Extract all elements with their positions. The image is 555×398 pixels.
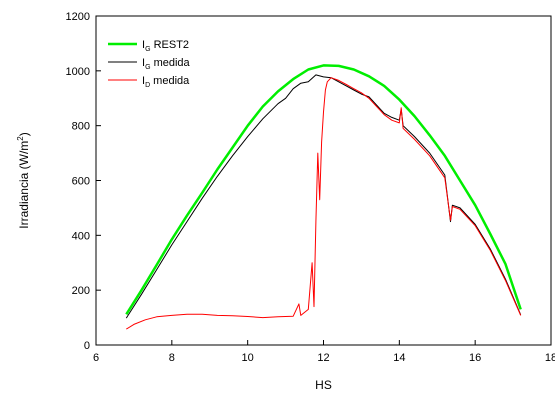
- y-axis-title-sup: 2: [16, 136, 25, 141]
- legend-label-1: IG medida: [142, 57, 191, 71]
- x-tick-label: 18: [545, 352, 555, 364]
- y-tick-label: 600: [72, 176, 90, 188]
- y-axis-title: Irradiancia (W/m2): [16, 132, 31, 228]
- legend: IG REST2 IG medida ID medida: [108, 39, 191, 89]
- x-tick-label: 16: [469, 352, 481, 364]
- legend-label-0: IG REST2: [142, 39, 189, 53]
- legend-label-2: ID medida: [142, 75, 190, 89]
- y-axis-title-main: Irradiancia (W/m: [17, 141, 31, 229]
- x-tick-label: 10: [242, 352, 254, 364]
- x-tick-label: 12: [317, 352, 329, 364]
- x-tick-label: 6: [93, 352, 99, 364]
- y-tick-label: 400: [72, 230, 90, 242]
- y-tick-label: 1000: [66, 66, 90, 78]
- y-axis-title-close: ): [17, 132, 31, 136]
- y-tick-label: 200: [72, 285, 90, 297]
- x-axis-title: HS: [315, 378, 332, 392]
- y-tick-label: 800: [72, 121, 90, 133]
- series-layer: [125, 64, 522, 330]
- x-tick-label: 14: [393, 352, 405, 364]
- ticks-layer: 6 8 10 12 14 16 18 0 200 400 600 800 1000 1200: [66, 11, 555, 364]
- y-tick-label: 1200: [66, 11, 90, 23]
- series-line-0: [125, 64, 522, 315]
- y-tick-label: 0: [84, 340, 90, 352]
- x-tick-label: 8: [169, 352, 175, 364]
- series-line-2: [126, 77, 522, 330]
